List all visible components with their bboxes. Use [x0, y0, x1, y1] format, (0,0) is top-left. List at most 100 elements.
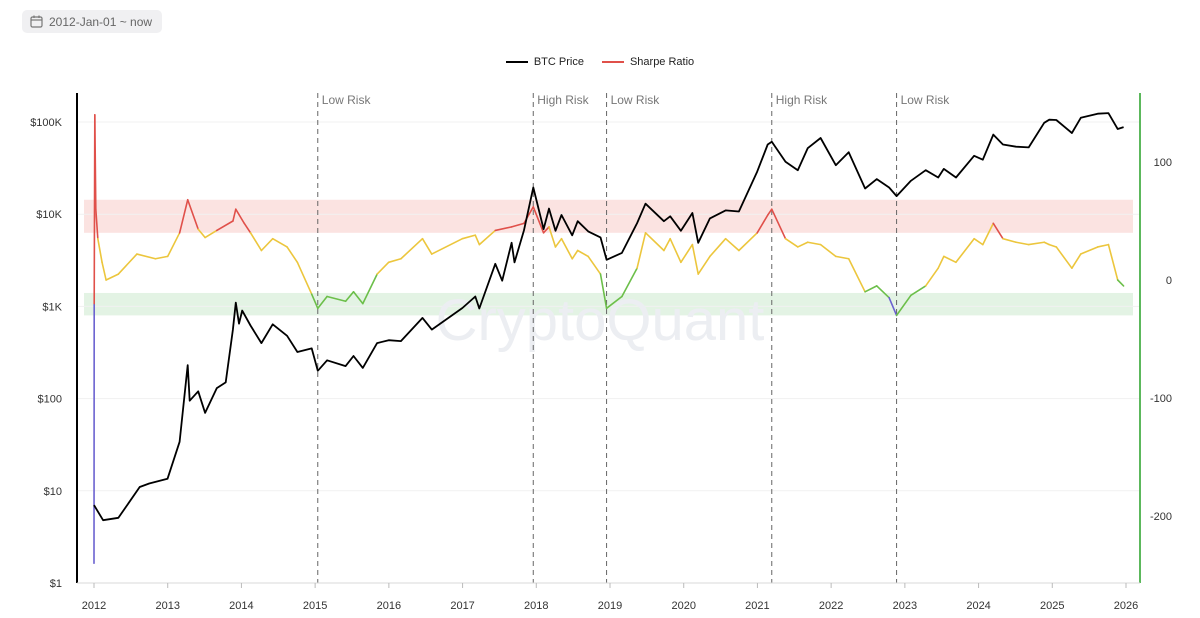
sharpe-ratio-segment [105, 273, 120, 281]
sharpe-ratio-segment [232, 208, 237, 222]
y-right-tick-label: -100 [1150, 393, 1172, 405]
sharpe-ratio-segment [806, 241, 822, 246]
sharpe-ratio-segment [400, 237, 424, 260]
sharpe-ratio-segment [243, 222, 252, 234]
btc-price-line [93, 112, 1124, 522]
y-right-tick-label: 100 [1154, 157, 1172, 169]
sharpe-ratio-segment [819, 243, 837, 258]
x-tick-label: 2020 [671, 600, 695, 612]
sharpe-ratio-segment [215, 220, 234, 232]
sharpe-ratio-segment [955, 237, 975, 264]
sharpe-ratio-segment [286, 246, 299, 264]
sharpe-ratio-segment [1043, 241, 1051, 246]
sharpe-ratio-segment [510, 222, 525, 228]
sharpe-ratio-segment [724, 237, 740, 252]
sharpe-ratio-segment [1107, 243, 1119, 281]
x-tick-label: 2013 [155, 600, 179, 612]
y-left-tick-label: $1K [42, 301, 62, 313]
legend-label-sharpe-ratio: Sharpe Ratio [629, 56, 695, 68]
x-tick-label: 2025 [1040, 600, 1064, 612]
sharpe-ratio-segment [117, 253, 138, 275]
sharpe-ratio-segment [461, 234, 477, 240]
x-tick-label: 2026 [1114, 600, 1138, 612]
x-tick-label: 2017 [450, 600, 474, 612]
x-tick-label: 2018 [524, 600, 548, 612]
sharpe-ratio-segment [834, 255, 850, 260]
sharpe-ratio-segment [621, 267, 638, 298]
sharpe-ratio-segment [770, 208, 787, 240]
band-low [84, 292, 1133, 316]
sharpe-ratio-segment [197, 228, 206, 239]
sharpe-ratio-segment [310, 293, 319, 310]
sharpe-ratio-segment [864, 285, 878, 293]
sharpe-ratio-segment [542, 226, 550, 234]
watermark: CryptoQuant [436, 288, 765, 353]
sharpe-ratio-segment [421, 237, 433, 255]
sharpe-ratio-segment [554, 237, 563, 248]
sharpe-ratio-segment [636, 232, 647, 270]
annotation-label: Low Risk [322, 93, 372, 107]
x-tick-label: 2021 [745, 600, 769, 612]
sharpe-ratio-segment [669, 237, 682, 264]
sharpe-ratio-segment [1079, 246, 1099, 255]
y-right-tick-label: 0 [1166, 275, 1172, 287]
sharpe-ratio-segment [326, 295, 347, 303]
legend-swatch-price [505, 61, 528, 63]
sharpe-ratio-segment [992, 222, 1004, 240]
sharpe-ratio-segment [982, 222, 995, 246]
sharpe-ratio-segment [937, 255, 945, 270]
sharpe-ratio-segment [663, 237, 671, 252]
sharpe-ratio-segment [1048, 243, 1058, 248]
sharpe-ratio-segment [587, 255, 602, 275]
annotation-label: Low Risk [901, 93, 951, 107]
sharpe-ratio-segment [249, 232, 263, 252]
annotation-label: High Risk [537, 93, 589, 107]
x-tick-label: 2022 [819, 600, 843, 612]
sharpe-ratio-segment [973, 237, 984, 246]
sharpe-ratio-segment [560, 237, 574, 260]
y-left-tick-label: $100K [30, 117, 62, 129]
sharpe-ratio-segment [943, 255, 957, 264]
y-left-tick-label: $100 [38, 394, 62, 406]
sharpe-ratio-segment [344, 290, 355, 303]
sharpe-ratio-segment [599, 273, 608, 310]
legend-item-sharpe-ratio[interactable]: Sharpe Ratio [601, 56, 695, 68]
y-left-tick-label: $10 [44, 486, 62, 498]
sharpe-ratio-segment [644, 232, 665, 252]
sharpe-ratio-segment [756, 214, 769, 234]
sharpe-ratio-segment [178, 198, 189, 234]
sharpe-ratio-segment [101, 261, 107, 281]
sharpe-ratio-segment [234, 208, 246, 225]
annotation-label: High Risk [776, 93, 828, 107]
sharpe-ratio-segment [910, 285, 927, 297]
annotation-label: Low Risk [611, 93, 661, 107]
sharpe-ratio-segment [924, 267, 939, 287]
sharpe-ratio-segment [1096, 243, 1110, 248]
sharpe-ratio-segment [532, 206, 545, 234]
sharpe-ratio-segment [186, 198, 200, 231]
sharpe-ratio-segment [154, 255, 169, 260]
x-tick-label: 2014 [229, 600, 253, 612]
calendar-icon [30, 15, 43, 28]
date-range-picker[interactable]: 2012-Jan-01 ~ now [22, 10, 163, 33]
legend-item-btc-price[interactable]: BTC Price [505, 56, 584, 68]
x-tick-label: 2019 [598, 600, 622, 612]
sharpe-ratio-segment [576, 249, 589, 258]
sharpe-ratio-segment [136, 253, 157, 260]
sharpe-ratio-segment [697, 255, 711, 275]
x-tick-label: 2015 [303, 600, 327, 612]
sharpe-ratio-segment [1015, 241, 1030, 246]
sharpe-ratio-segment [387, 257, 402, 264]
sharpe-ratio-segment [738, 232, 759, 252]
sharpe-ratio-segment [296, 261, 313, 295]
sharpe-ratio-segment [1027, 241, 1046, 246]
sharpe-ratio-segment [376, 261, 390, 275]
legend-swatch-sharpe [601, 61, 624, 63]
sharpe-ratio-segment [204, 229, 218, 239]
sharpe-ratio-segment [494, 226, 513, 232]
sharpe-ratio-segment [875, 285, 890, 299]
chart-legend: BTC Price Sharpe Ratio [0, 56, 1200, 68]
sharpe-ratio-segment [605, 295, 623, 310]
x-tick-label: 2016 [377, 600, 401, 612]
